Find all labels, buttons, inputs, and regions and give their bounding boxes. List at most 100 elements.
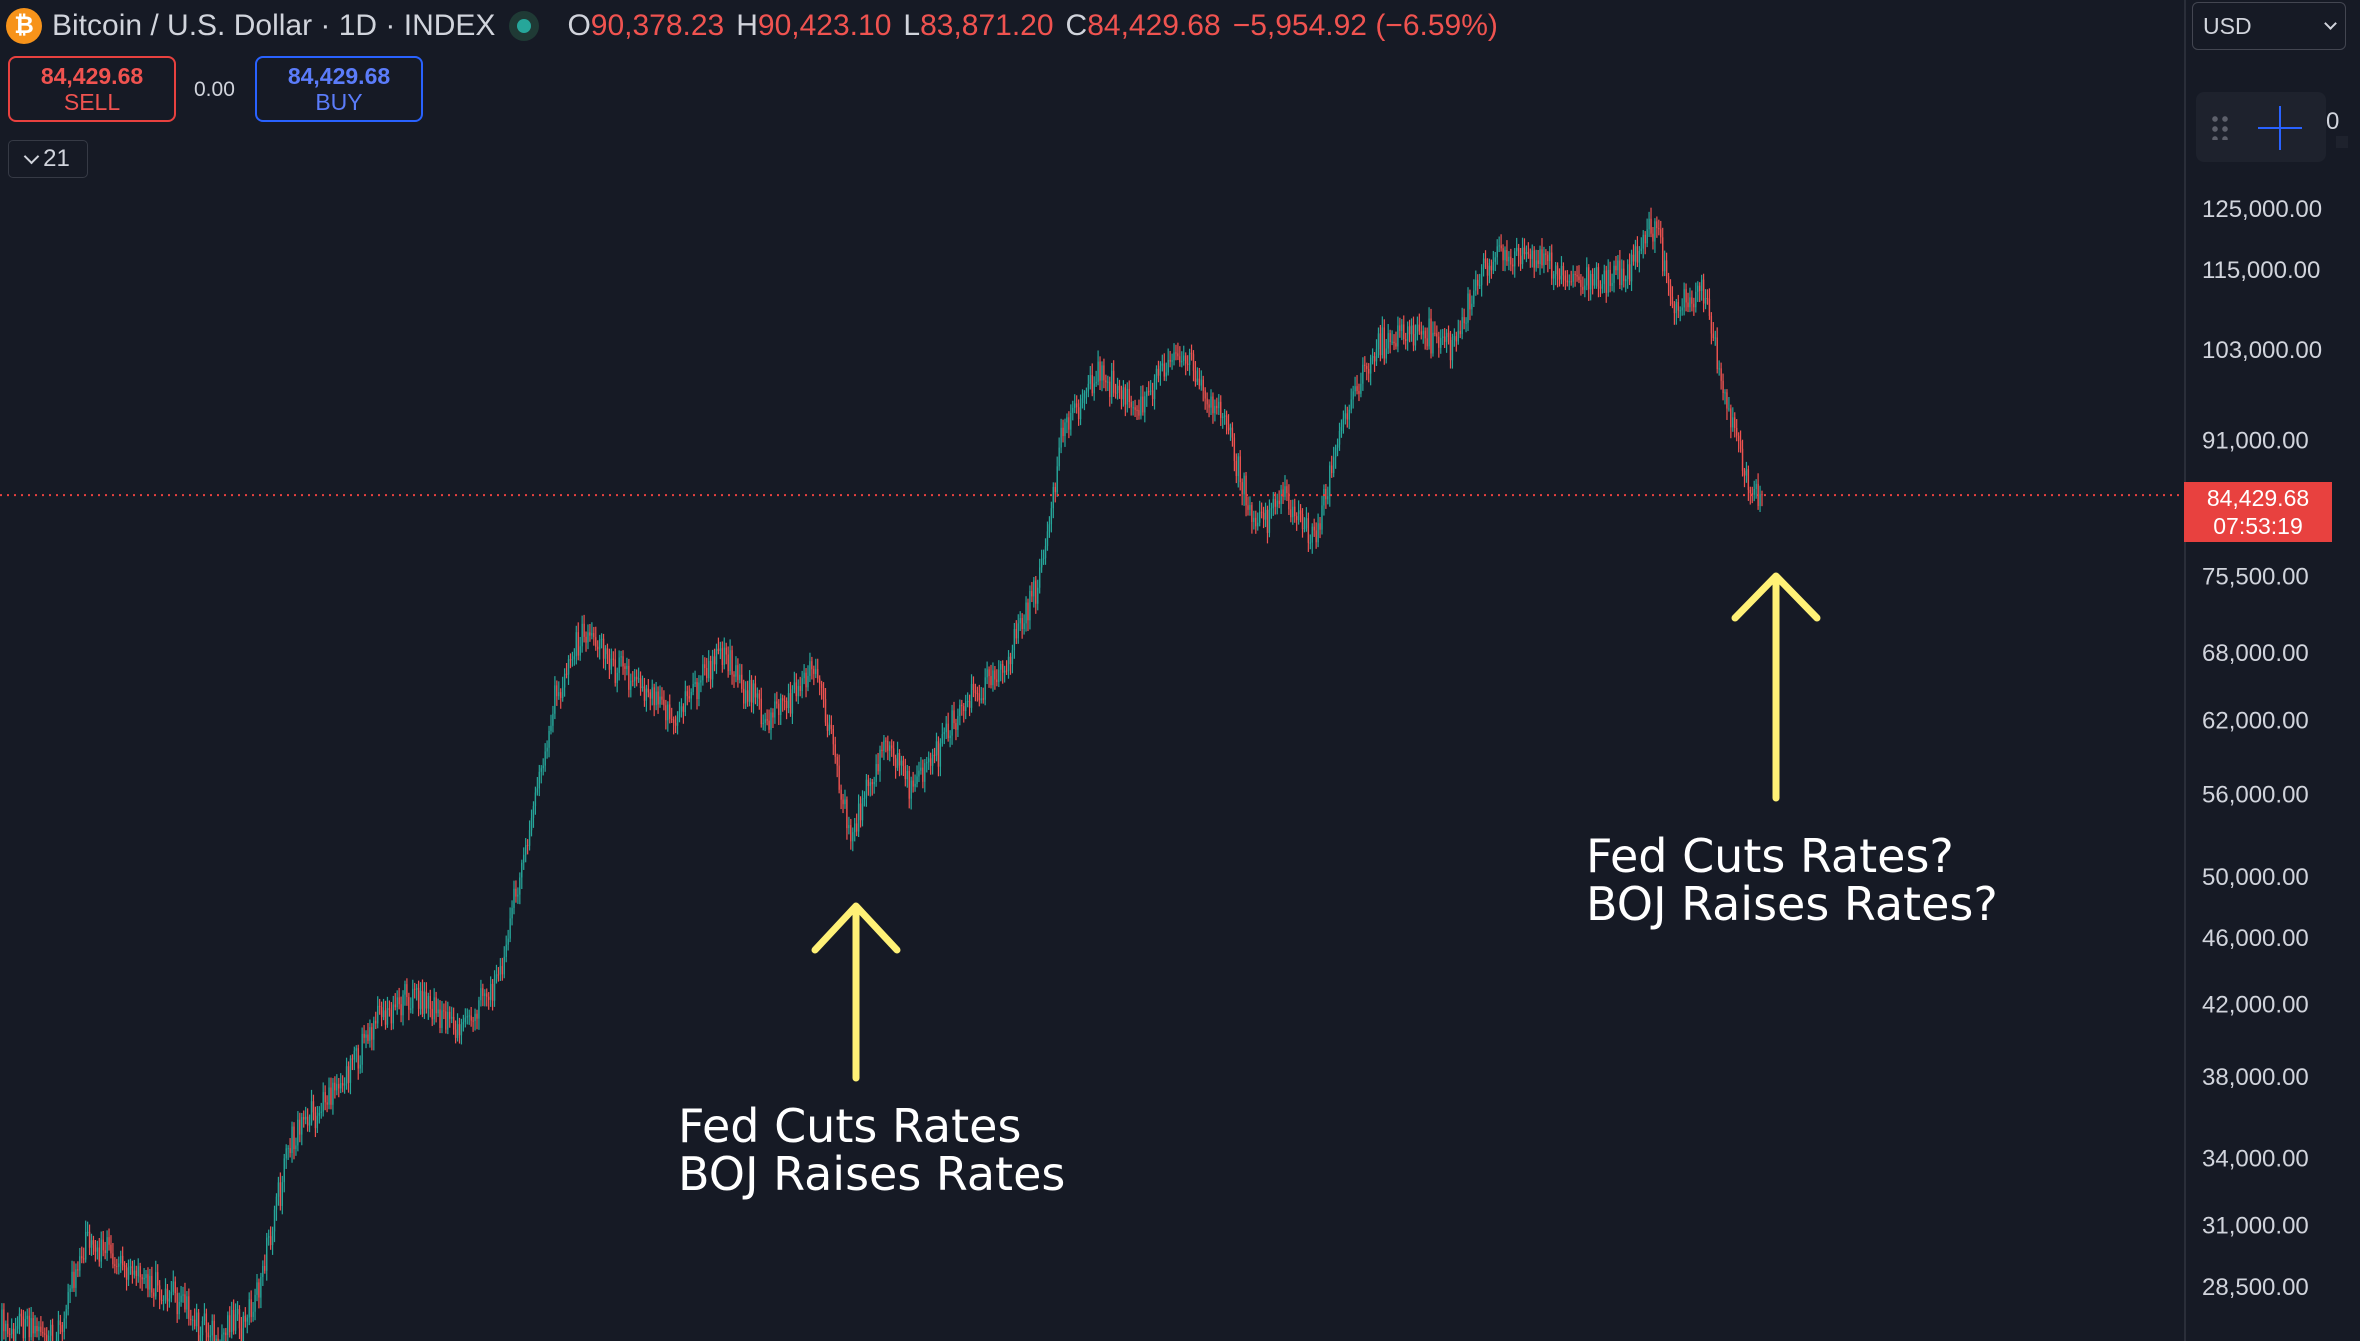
indicators-toggle-button[interactable]: 21 (8, 140, 88, 178)
candle (1451, 333, 1454, 369)
candle (1551, 244, 1553, 285)
candle (534, 786, 537, 815)
candle (756, 687, 759, 707)
candle (1523, 238, 1526, 260)
candle (1112, 360, 1115, 397)
candle (955, 718, 957, 741)
candle (614, 648, 616, 687)
candle (1307, 512, 1310, 552)
candle (1486, 258, 1489, 286)
candle (1270, 502, 1273, 519)
candle (711, 649, 714, 688)
candle (1663, 250, 1666, 277)
candle (1477, 274, 1479, 295)
price-axis-tick-label: 125,000.00 (2202, 196, 2322, 223)
candle (164, 1278, 167, 1304)
candle (672, 716, 675, 735)
candle (1364, 356, 1366, 373)
candle (456, 1013, 459, 1042)
candle (108, 1228, 110, 1251)
candle (1745, 461, 1748, 483)
candle (207, 1322, 210, 1341)
candle (1640, 237, 1642, 255)
annotation-2-line-2: BOJ Raises Rates? (1586, 877, 1998, 931)
market-status-icon[interactable] (509, 11, 540, 41)
candle (1519, 247, 1522, 271)
last-price-tag: 84,429.68 07:53:19 (2184, 482, 2332, 542)
candle (149, 1268, 151, 1298)
candle (116, 1258, 118, 1275)
candle (924, 759, 926, 793)
candle (702, 655, 704, 686)
candle (523, 847, 525, 870)
candle (538, 764, 540, 797)
symbol-title[interactable]: Bitcoin / U.S. Dollar · 1D · INDEX (52, 9, 496, 42)
candle (1002, 660, 1004, 684)
candle (250, 1290, 252, 1323)
candle (240, 1316, 243, 1341)
candle (595, 626, 597, 651)
candle (28, 1307, 30, 1341)
candle (1500, 234, 1502, 252)
candle (1325, 483, 1327, 509)
candle (1009, 652, 1012, 675)
candle (875, 754, 877, 787)
candle (1262, 506, 1265, 529)
candle (347, 1061, 350, 1093)
candle (1535, 249, 1537, 272)
candle (1046, 521, 1049, 551)
candle (1700, 274, 1703, 301)
candle (1422, 325, 1424, 344)
candle (1630, 249, 1633, 292)
candle (447, 1001, 449, 1035)
buy-label: BUY (315, 89, 363, 115)
candle (184, 1282, 186, 1313)
candle (1266, 505, 1269, 544)
candle (1383, 319, 1385, 365)
candle (197, 1309, 200, 1341)
candle (26, 1308, 28, 1327)
price-axis-tick-label: 42,000.00 (2202, 991, 2309, 1018)
candle (1105, 374, 1107, 392)
candle (799, 676, 801, 697)
candle (1397, 316, 1399, 353)
candle (778, 699, 780, 726)
sell-button[interactable]: 84,429.68 SELL (8, 56, 176, 122)
candle (186, 1291, 188, 1319)
candle (659, 685, 661, 708)
candle (445, 1000, 447, 1034)
candle (147, 1267, 149, 1298)
candle (1757, 473, 1759, 510)
candle (363, 1025, 365, 1044)
price-axis[interactable]: 125,000.00 115,000.00 103,000.00 91,000.00 7… (2202, 196, 2322, 1301)
candle (1457, 319, 1459, 345)
candle (194, 1308, 196, 1330)
candle (1229, 423, 1232, 441)
candle (443, 1003, 445, 1020)
candle (803, 664, 805, 685)
candle (1037, 579, 1039, 611)
candle (336, 1074, 338, 1096)
drag-handle-icon[interactable] (2210, 114, 2230, 140)
symbol-header: ₿ Bitcoin / U.S. Dollar · 1D · INDEX O 90… (6, 6, 1498, 46)
candle (1149, 380, 1152, 396)
candle (451, 1006, 453, 1024)
floating-toolbar[interactable] (2196, 92, 2348, 162)
candle (79, 1247, 81, 1277)
currency-select[interactable]: USD (2192, 2, 2346, 50)
candle (1064, 418, 1066, 447)
candle (540, 765, 542, 784)
candle (1455, 331, 1458, 352)
candle (1231, 422, 1234, 447)
candle (507, 929, 509, 951)
candle (1183, 345, 1185, 366)
buy-button[interactable]: 84,429.68 BUY (255, 56, 423, 122)
candle (686, 685, 688, 706)
crosshair-icon[interactable] (2258, 106, 2348, 150)
candle (832, 724, 834, 756)
candle (1003, 665, 1006, 683)
candle (1260, 502, 1263, 519)
candle (295, 1137, 297, 1156)
candle (273, 1205, 276, 1243)
